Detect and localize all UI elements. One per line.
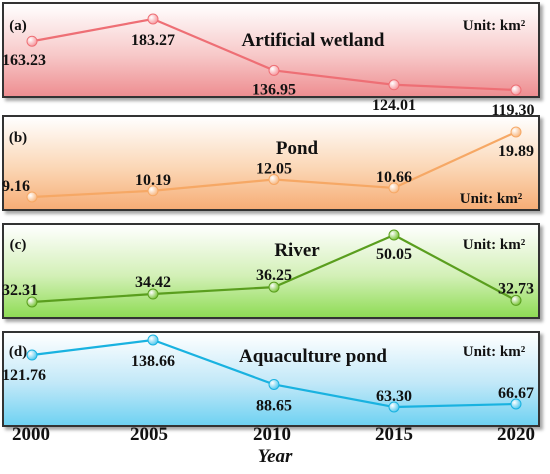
x-tick-label: 2005: [130, 424, 168, 445]
unit-label: Unit: km²: [463, 18, 526, 34]
x-tick-label: 2000: [12, 424, 50, 445]
data-label: 183.27: [131, 32, 175, 49]
chart-title: Artificial wetland: [241, 30, 384, 51]
x-tick-label: 2015: [375, 424, 413, 445]
unit-label: Unit: km²: [463, 344, 526, 360]
panel-artificial-wetland: [2, 2, 540, 98]
data-label: 88.65: [256, 397, 292, 414]
chart-title: Pond: [276, 138, 319, 159]
data-label: 50.05: [376, 246, 412, 263]
data-label: 32.73: [498, 280, 534, 297]
data-point: [388, 182, 400, 194]
data-point: [268, 173, 280, 185]
data-label: 163.23: [2, 52, 46, 69]
data-label: 119.30: [491, 102, 534, 119]
data-point: [268, 281, 280, 293]
x-tick-label: 2020: [497, 424, 535, 445]
data-label: 10.66: [376, 169, 412, 186]
panel-river: [2, 223, 540, 319]
panel-label: (b): [9, 130, 27, 146]
data-point: [147, 185, 159, 197]
data-point: [510, 398, 522, 410]
data-label: 138.66: [131, 353, 175, 370]
unit-label: Unit: km²: [460, 191, 523, 207]
data-label: 32.31: [2, 282, 38, 299]
panel-label: (d): [9, 344, 27, 360]
data-label: 66.67: [498, 385, 534, 402]
data-label: 121.76: [2, 367, 46, 384]
data-label: 19.89: [498, 143, 534, 160]
data-point: [510, 126, 522, 138]
data-label: 63.30: [376, 388, 412, 405]
unit-label: Unit: km²: [463, 237, 526, 253]
data-point: [26, 349, 38, 361]
chart-title: Aquaculture pond: [239, 346, 387, 367]
data-point: [510, 84, 522, 96]
panel-label: (a): [9, 18, 27, 34]
data-point: [26, 296, 38, 308]
x-axis-title: Year: [257, 446, 293, 467]
chart-title: River: [274, 240, 320, 261]
data-point: [26, 191, 38, 203]
data-point: [388, 79, 400, 91]
data-label: 136.95: [252, 81, 296, 98]
data-point: [388, 401, 400, 413]
data-label: 9.16: [2, 178, 30, 195]
data-point: [147, 334, 159, 346]
data-label: 124.01: [372, 97, 416, 114]
x-tick-label: 2010: [253, 424, 291, 445]
data-point: [268, 378, 280, 390]
data-label: 36.25: [256, 267, 292, 284]
data-label: 10.19: [135, 172, 171, 189]
data-point: [26, 35, 38, 47]
data-label: 34.42: [135, 274, 171, 291]
data-point: [388, 229, 400, 241]
data-point: [147, 288, 159, 300]
data-point: [268, 64, 280, 76]
panel-label: (c): [10, 237, 27, 253]
data-label: 12.05: [256, 160, 292, 177]
data-point: [147, 13, 159, 25]
data-point: [510, 294, 522, 306]
